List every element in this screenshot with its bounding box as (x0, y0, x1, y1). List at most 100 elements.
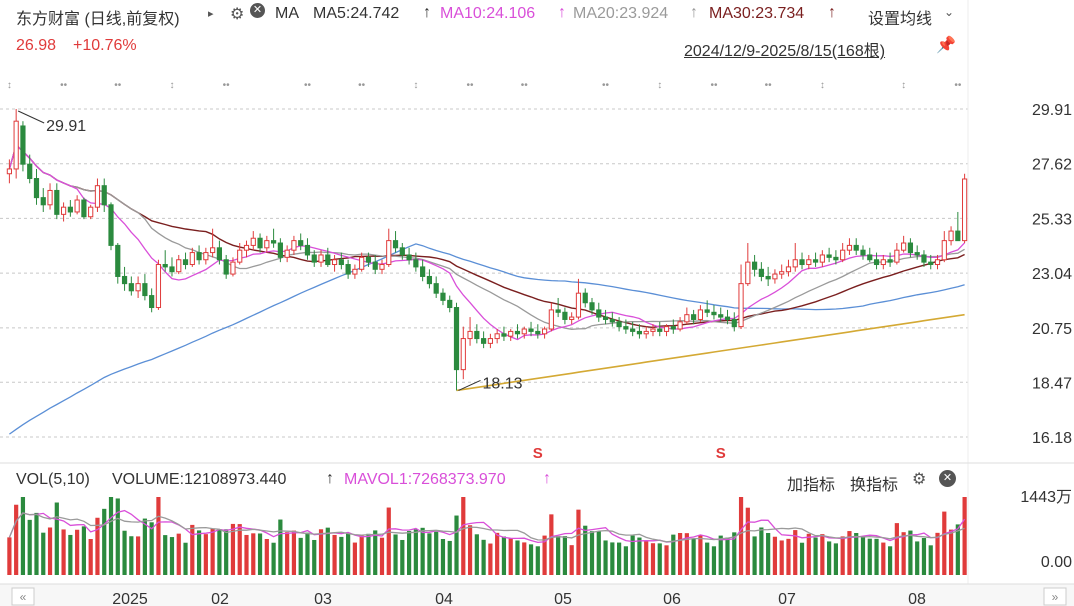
volume-bar (630, 535, 635, 575)
candle-body (440, 292, 446, 301)
volume-bar (352, 542, 357, 575)
current-price: 26.98 (16, 37, 57, 54)
add-indicator-button[interactable]: 加指标 (787, 477, 836, 494)
indicator-close-icon[interactable]: ✕ (939, 470, 956, 487)
candle-body (121, 275, 128, 285)
volume-bar (515, 540, 520, 575)
pin-icon[interactable]: 📌 (936, 37, 956, 54)
volume-bar (535, 546, 540, 575)
candle-body (81, 199, 87, 218)
candle-body (474, 330, 480, 340)
candle-body (481, 338, 487, 344)
date-tick-label: 2025 (112, 591, 148, 606)
ma20-line (8, 143, 965, 330)
price-tick-label: 20.75 (1032, 321, 1072, 338)
candle-body (718, 314, 724, 318)
candle-body (379, 264, 385, 270)
price-tick-label: 25.33 (1032, 211, 1072, 228)
candle-body (284, 249, 290, 258)
mavol-arrow-icon: ↑ (543, 470, 551, 487)
mavol10-line (8, 512, 965, 543)
candle-body (101, 185, 107, 206)
candle-body (318, 254, 324, 263)
candle-body (311, 254, 317, 263)
volume-bar (400, 539, 405, 575)
volume-arrow-icon: ↑ (326, 470, 334, 487)
candle-body (962, 178, 968, 242)
price-tick-label: 16.18 (1032, 430, 1072, 447)
candle-body (88, 206, 94, 218)
candle-body (731, 318, 737, 328)
date-tick-label: 07 (778, 591, 796, 606)
close-icon[interactable]: ✕ (250, 3, 265, 18)
volume-bar (278, 519, 283, 575)
candle-body (128, 283, 134, 292)
candle-body (799, 259, 805, 266)
volume-bar (108, 497, 114, 575)
gear-icon[interactable]: ⚙ (230, 6, 245, 23)
chevron-down-icon[interactable]: ⌄ (944, 5, 955, 19)
volume-bar (434, 531, 439, 575)
event-marker: ↕ (7, 80, 12, 91)
volume-bar (237, 524, 242, 575)
switch-indicator-button[interactable]: 换指标 (850, 477, 899, 494)
volume-bar (623, 546, 628, 575)
volume-bar (285, 532, 290, 575)
candle-body (514, 330, 521, 335)
ma20-value: MA20:23.924 (573, 5, 669, 22)
candle-body (365, 256, 372, 263)
volume-bar (495, 532, 500, 575)
candle-body (738, 283, 744, 328)
volume-bar (799, 542, 805, 575)
candle-body (406, 254, 412, 261)
date-tick-label: 08 (908, 591, 926, 606)
candle-body (176, 259, 182, 273)
volume-bar (61, 529, 66, 575)
stock-name[interactable]: 东方财富 (日线,前复权) (16, 11, 180, 28)
candle-body (40, 197, 46, 206)
date-tick-label: 06 (663, 591, 681, 606)
candle-body (541, 328, 548, 335)
candle-body (230, 261, 236, 275)
scroll-left-button[interactable] (11, 587, 35, 606)
candle-body (704, 309, 710, 313)
candle-body (779, 271, 785, 275)
date-range[interactable]: 2024/12/9-2025/8/15(168根) (684, 43, 886, 60)
candle-body (338, 259, 344, 266)
price-tick-label: 18.47 (1032, 375, 1072, 392)
candle-body (149, 295, 155, 309)
ma-settings-button[interactable]: 设置均线 (868, 11, 933, 28)
date-tick-label: 04 (435, 591, 453, 606)
volume-bar (556, 535, 561, 575)
dropdown-triangle-icon[interactable]: ▸ (208, 8, 214, 20)
volume-bar (169, 537, 175, 575)
volume-bar (7, 537, 12, 575)
candle-body (853, 244, 859, 251)
candle-body (806, 259, 812, 266)
candle-body (392, 240, 399, 249)
volume-bar (54, 502, 59, 575)
indicator-gear-icon[interactable]: ⚙ (912, 471, 927, 488)
event-marker: •• (304, 80, 312, 91)
candle-body (257, 237, 263, 249)
event-marker: ↕ (169, 80, 174, 91)
volume-bar (833, 543, 838, 575)
event-marker: •• (521, 80, 529, 91)
volume-bar (711, 546, 717, 575)
volume-bar (318, 529, 324, 575)
volume-bar (461, 497, 466, 575)
candle-body (420, 266, 426, 277)
ma30-value: MA30:23.734 (709, 5, 805, 22)
volume-bar (136, 536, 141, 575)
volume-bar (549, 514, 554, 575)
volume-bar (34, 512, 39, 575)
volume-bar (732, 532, 737, 575)
candle-body (677, 321, 683, 330)
date-tick-label: 05 (554, 591, 572, 606)
candle-body (74, 199, 80, 213)
ma10-value: MA10:24.106 (440, 5, 536, 22)
scroll-right-button[interactable] (1043, 587, 1067, 606)
mavol-value: MAVOL1:7268373.970 (344, 471, 506, 488)
volume-bar (244, 534, 249, 575)
